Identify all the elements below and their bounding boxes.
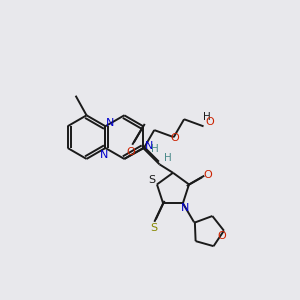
Text: O: O (126, 147, 135, 157)
Text: O: O (205, 117, 214, 128)
Text: S: S (148, 176, 156, 185)
Text: H: H (151, 144, 159, 154)
Text: O: O (204, 170, 213, 180)
Text: N: N (100, 150, 109, 160)
Text: N: N (181, 203, 189, 213)
Text: S: S (150, 223, 157, 233)
Text: O: O (218, 231, 226, 241)
Text: N: N (106, 118, 115, 128)
Text: O: O (170, 133, 179, 143)
Text: N: N (145, 141, 153, 151)
Text: H: H (164, 153, 171, 164)
Text: H: H (202, 112, 210, 122)
